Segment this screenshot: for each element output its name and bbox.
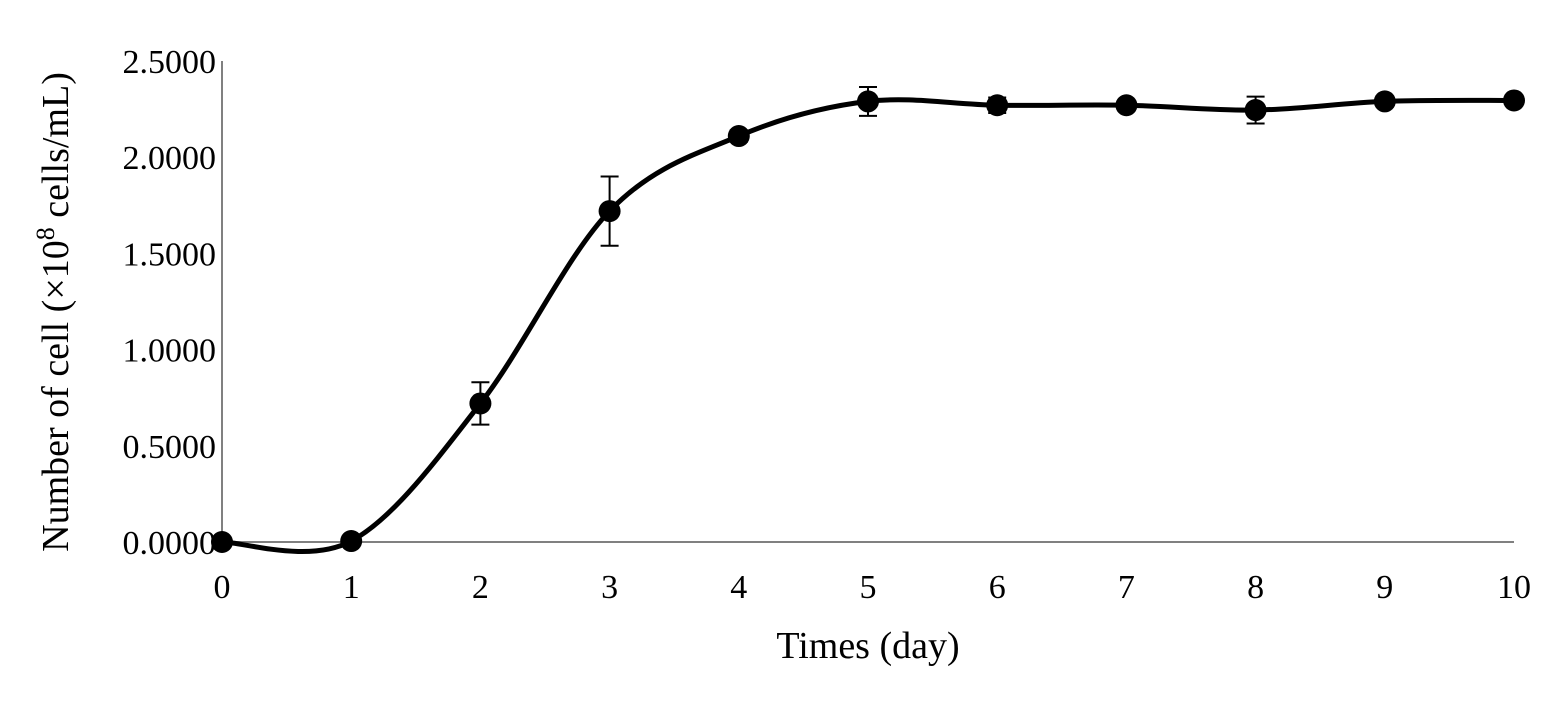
y-tick-label: 1.0000 (123, 333, 217, 370)
data-point (1503, 89, 1525, 112)
x-tick-label: 7 (1118, 569, 1135, 606)
error-bars (471, 85, 1265, 426)
data-point (340, 530, 363, 553)
data-point (469, 392, 492, 415)
x-tick-label: 1 (343, 569, 360, 606)
x-tick-label: 5 (860, 569, 877, 606)
x-axis-title: Times (day) (776, 625, 959, 667)
data-point (986, 94, 1009, 117)
x-tick-label: 3 (601, 569, 618, 606)
y-axis-title-superscript: 8 (31, 227, 60, 240)
y-tick-label: 2.0000 (123, 140, 217, 177)
x-tick-label: 4 (730, 569, 747, 606)
data-point (211, 531, 233, 553)
y-axis-title: Number of cell (×108 cells/mL) (31, 72, 77, 552)
x-tick-label: 10 (1497, 569, 1531, 606)
y-axis-title-suffix: cells/mL) (35, 72, 77, 227)
y-tick-label: 1.5000 (123, 236, 217, 273)
y-tick-label: 2.5000 (123, 44, 217, 81)
data-point (857, 90, 879, 113)
series-line (221, 97, 1515, 555)
x-tick-label: 6 (989, 569, 1006, 606)
y-tick-label: 0.0000 (123, 525, 217, 562)
x-tick-label: 8 (1247, 569, 1264, 606)
axes (221, 61, 1514, 543)
y-tick-label: 0.5000 (123, 429, 217, 466)
data-point (1244, 99, 1267, 122)
y-axis-title-prefix: Number of cell (×10 (35, 240, 77, 552)
x-tick-label: 9 (1376, 569, 1393, 606)
data-point (1115, 94, 1138, 117)
data-point (1373, 90, 1396, 113)
x-tick-label: 2 (472, 569, 489, 606)
data-point (598, 200, 621, 223)
x-tick-label: 0 (214, 569, 231, 606)
data-points (211, 89, 1525, 553)
data-point (727, 125, 750, 148)
tick-labels: 0.0000 0.5000 1.0000 1.5000 2.0000 2.5000 0 1 2 3… (123, 44, 1532, 606)
